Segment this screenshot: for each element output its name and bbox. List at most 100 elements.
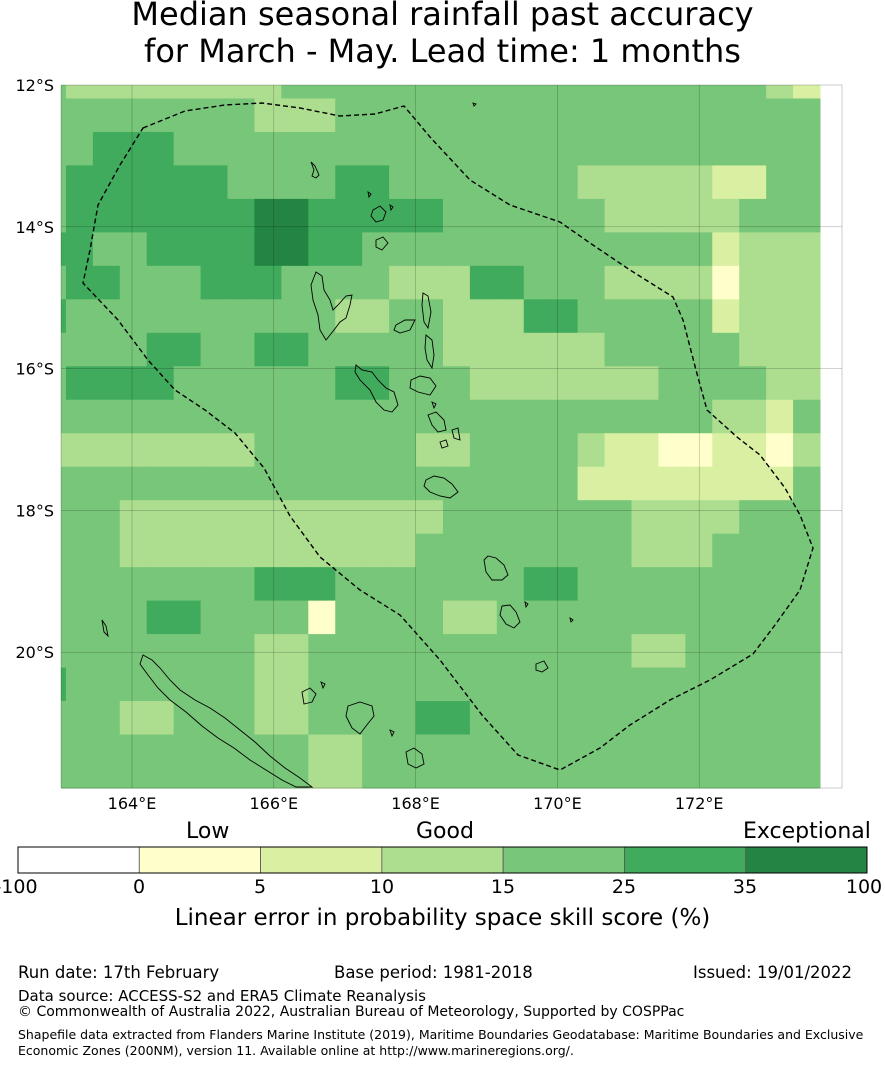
skill-cell xyxy=(281,198,309,233)
skill-cell xyxy=(200,131,229,166)
skill-cell xyxy=(173,265,202,300)
skill-cell xyxy=(739,399,767,434)
skill-cell xyxy=(685,165,713,200)
skill-cell xyxy=(793,634,821,669)
skill-cell xyxy=(389,198,417,233)
skill-cell xyxy=(200,98,229,133)
skill-cell xyxy=(335,265,363,300)
skill-cell xyxy=(658,366,686,401)
skill-cell xyxy=(61,533,67,568)
colorbar-outline xyxy=(17,846,868,874)
skill-cell xyxy=(550,399,579,434)
skill-cell xyxy=(335,466,363,501)
skill-cell xyxy=(550,567,579,602)
skill-cell xyxy=(61,299,67,334)
skill-cell xyxy=(658,701,686,736)
skill-cell xyxy=(739,98,767,133)
skill-cell xyxy=(685,600,713,635)
skill-cell xyxy=(308,567,336,602)
skill-cell xyxy=(712,131,740,166)
skill-cell xyxy=(119,165,148,200)
skill-cell xyxy=(550,131,579,166)
skill-cell xyxy=(92,734,121,789)
data-source: Data source: ACCESS-S2 and ERA5 Climate … xyxy=(18,987,426,1005)
skill-cell xyxy=(335,500,363,535)
skill-cell xyxy=(442,98,471,133)
skill-cell xyxy=(308,131,336,166)
skill-cell xyxy=(658,98,686,133)
skill-cell xyxy=(119,533,148,568)
skill-cell xyxy=(739,366,767,401)
skill-cell xyxy=(523,366,552,401)
skill-cell xyxy=(335,85,363,99)
skill-cell xyxy=(416,399,444,434)
skill-cell xyxy=(173,198,202,233)
copyright: © Commonwealth of Australia 2022, Austra… xyxy=(18,1004,685,1020)
skill-cell xyxy=(119,634,148,669)
skill-cell xyxy=(281,533,309,568)
skill-cell xyxy=(739,466,767,501)
skill-cell xyxy=(254,734,282,789)
skill-cell xyxy=(335,667,363,702)
island-aniwa xyxy=(524,601,529,609)
skill-cell xyxy=(308,232,336,267)
skill-cell xyxy=(577,198,606,233)
skill-cell xyxy=(362,433,390,468)
skill-cell xyxy=(496,399,525,434)
skill-cell xyxy=(604,98,632,133)
eez-boundary xyxy=(82,102,814,771)
skill-cell xyxy=(416,500,444,535)
skill-cell xyxy=(146,299,175,334)
skill-cell xyxy=(92,232,121,267)
skill-cell xyxy=(658,667,686,702)
skill-cell xyxy=(604,366,632,401)
skill-cell xyxy=(416,634,444,669)
skill-cell xyxy=(469,533,498,568)
skill-cell xyxy=(65,701,94,736)
skill-cell xyxy=(92,366,121,401)
skill-cell xyxy=(550,232,579,267)
skill-cell xyxy=(389,366,417,401)
skill-cell xyxy=(631,466,659,501)
skill-cell xyxy=(416,433,444,468)
skill-cell xyxy=(523,85,552,99)
skill-cell xyxy=(712,734,740,789)
island-erromango xyxy=(483,555,509,581)
skill-cell xyxy=(631,332,659,367)
skill-cell xyxy=(658,85,686,99)
skill-cell xyxy=(65,734,94,789)
skill-cell xyxy=(577,85,606,99)
skill-cell xyxy=(308,533,336,568)
island-loyalty-small xyxy=(320,681,326,690)
skill-cell xyxy=(308,98,336,133)
skill-cell xyxy=(631,98,659,133)
skill-cell xyxy=(416,198,444,233)
skill-cell xyxy=(577,366,606,401)
skill-cell xyxy=(61,85,67,99)
skill-cell xyxy=(685,734,713,789)
skill-cell xyxy=(550,634,579,669)
category-low: Low xyxy=(186,819,230,844)
skill-cell xyxy=(469,98,498,133)
skill-cell xyxy=(281,466,309,501)
skill-cell xyxy=(200,198,229,233)
longitude-axis: 164°E 166°E 168°E 170°E 172°E xyxy=(108,794,724,813)
skill-cell xyxy=(308,734,336,789)
skill-cell xyxy=(61,433,67,468)
skill-cell xyxy=(793,500,821,535)
skill-cell xyxy=(308,198,336,233)
skill-cell xyxy=(442,500,471,535)
skill-cell xyxy=(469,500,498,535)
skill-cell xyxy=(604,332,632,367)
skill-grid xyxy=(61,85,821,789)
skill-cell xyxy=(577,701,606,736)
skill-cell xyxy=(92,399,121,434)
skill-cell xyxy=(173,734,202,789)
skill-cell xyxy=(119,600,148,635)
skill-cell xyxy=(739,533,767,568)
skill-cell xyxy=(766,98,794,133)
skill-cell xyxy=(65,165,94,200)
island-malekula xyxy=(354,364,399,413)
skill-cell xyxy=(766,433,794,468)
skill-cell xyxy=(362,165,390,200)
